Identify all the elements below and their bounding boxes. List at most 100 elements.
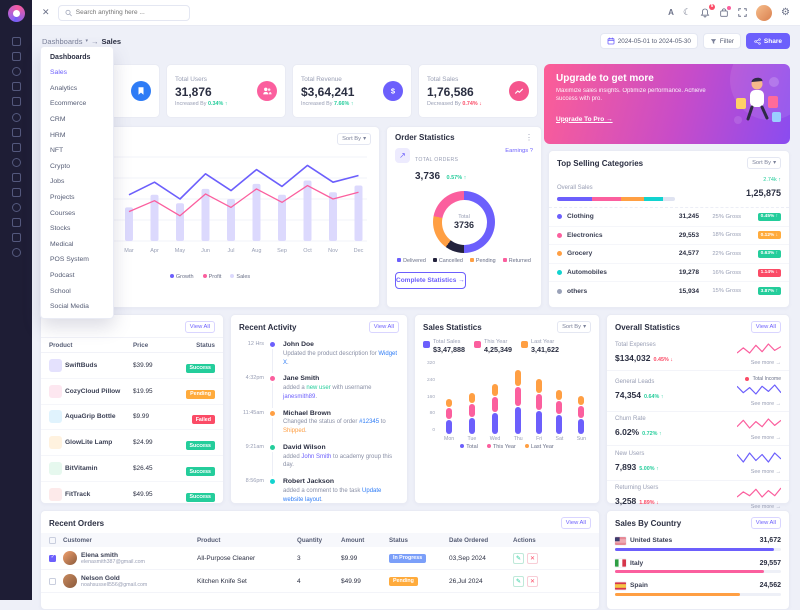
sidebar-nav-icon[interactable] — [11, 112, 21, 122]
share-button[interactable]: Share — [745, 33, 790, 49]
products-table-header: Product Price Status — [41, 337, 223, 353]
stat-row-value: 74,354 — [615, 390, 641, 401]
stat-card-text: Total Users 31,876 Increased By 0.34% ↑ — [175, 76, 227, 107]
menu-item-school[interactable]: School — [50, 287, 71, 295]
activity-link[interactable]: Shipped — [283, 428, 306, 435]
stat-row-delta: 5.00% ↑ — [639, 465, 659, 472]
menu-item-analytics[interactable]: Analytics — [50, 84, 78, 92]
sidebar-nav-icon[interactable] — [11, 248, 21, 258]
filter-button[interactable]: Filter — [702, 33, 741, 49]
svg-text:$: $ — [391, 87, 396, 96]
users-icon — [257, 81, 277, 101]
topbar: ✕ A ☾ 5 ⚙ — [32, 0, 800, 26]
activity-link[interactable]: #12345 — [359, 419, 380, 426]
menu-item-crm[interactable]: CRM — [50, 116, 66, 124]
shopping-bag-icon[interactable] — [719, 5, 732, 18]
sidebar-nav-icon[interactable] — [11, 82, 21, 92]
menu-item-sales[interactable]: Sales — [50, 69, 68, 77]
legend-dot — [169, 274, 174, 278]
orders-view-all-button[interactable]: View All — [560, 517, 591, 529]
sidebar-nav-icon[interactable] — [11, 172, 21, 182]
see-more-link[interactable]: See more → — [750, 434, 781, 441]
date-range-picker[interactable]: 2024-05-01 to 2024-05-30 — [599, 33, 698, 49]
stat-row-delta: 0.45% ↓ — [653, 356, 673, 363]
sidebar-nav-icon[interactable] — [11, 127, 21, 137]
see-more-link[interactable]: See more → — [750, 400, 781, 407]
activity-link[interactable]: John Smith — [301, 453, 332, 460]
country-bar-fill — [615, 570, 765, 573]
menu-item-podcast[interactable]: Podcast — [50, 272, 75, 280]
activity-link[interactable]: Update website layout — [283, 487, 382, 503]
edit-icon[interactable]: ✎ — [513, 552, 524, 564]
sidebar-nav-icon[interactable] — [11, 67, 21, 77]
see-more-link[interactable]: See more → — [750, 503, 781, 510]
stat-row-label: Churn Rate — [615, 416, 646, 423]
earnings-link[interactable]: Earnings ? — [505, 148, 533, 154]
menu-item-crypto[interactable]: Crypto — [50, 162, 71, 170]
edit-icon[interactable]: ✎ — [513, 575, 524, 587]
search-input[interactable] — [75, 9, 183, 16]
sidebar-nav-icon[interactable] — [11, 97, 21, 107]
chevron-down-icon: ▾ — [363, 136, 366, 142]
share-label: Share — [763, 37, 782, 45]
sales-statistics-sort-button[interactable]: Sort By ▾ — [557, 321, 591, 333]
activity-view-all-button[interactable]: View All — [368, 321, 399, 333]
sidebar-nav-icon[interactable] — [11, 203, 21, 213]
header-checkbox[interactable] — [49, 536, 56, 544]
menu-item-social-media[interactable]: Social Media — [50, 303, 89, 311]
stat-delta: Increased By 0.34% ↑ — [175, 101, 227, 107]
menu-item-projects[interactable]: Projects — [50, 194, 75, 202]
activity-text: added a comment to the task — [283, 487, 363, 494]
delete-icon[interactable]: ✕ — [527, 552, 538, 564]
country-view-all-button[interactable]: View All — [750, 517, 781, 529]
sidebar-nav-icon[interactable] — [11, 37, 21, 47]
notifications-bell-icon[interactable]: 5 — [700, 3, 716, 18]
sidebar-nav-icon[interactable] — [11, 218, 21, 228]
language-icon[interactable]: A — [668, 7, 674, 17]
menu-item-ecommerce[interactable]: Ecommerce — [50, 100, 87, 108]
user-avatar[interactable] — [756, 4, 773, 21]
complete-statistics-button[interactable]: Complete Statistics → — [395, 272, 466, 289]
activity-time: 12 Hrs — [247, 341, 264, 348]
overall-statistics-card: Overall Statistics View All Total Expens… — [606, 314, 790, 510]
menu-item-courses[interactable]: Courses — [50, 209, 76, 217]
delete-icon[interactable]: ✕ — [527, 575, 538, 587]
activity-link[interactable]: new user — [306, 385, 331, 392]
menu-item-pos-system[interactable]: POS System — [50, 256, 89, 264]
see-more-link[interactable]: See more → — [750, 360, 781, 367]
sidebar-nav-icon[interactable] — [11, 188, 21, 198]
menu-item-nft[interactable]: NFT — [50, 147, 64, 155]
row-checkbox[interactable] — [49, 577, 56, 585]
menu-item-dashboards[interactable]: Dashboards — [50, 54, 91, 61]
sidebar-nav-icon[interactable] — [11, 52, 21, 62]
sidebar-nav-icon[interactable] — [11, 142, 21, 152]
activity-link[interactable]: Widget X — [283, 351, 398, 366]
row-checkbox[interactable] — [49, 554, 56, 562]
menu-item-medical[interactable]: Medical — [50, 240, 74, 248]
fullscreen-icon[interactable] — [738, 8, 747, 17]
breadcrumb-root[interactable]: Dashboards — [42, 36, 83, 46]
see-more-link[interactable]: See more → — [750, 469, 781, 476]
menu-item-stocks[interactable]: Stocks — [50, 225, 71, 233]
activity-link[interactable]: janesmith89 — [283, 393, 316, 400]
products-view-all-button[interactable]: View All — [184, 321, 215, 333]
dark-mode-moon-icon[interactable]: ☾ — [682, 7, 692, 17]
upgrade-pro-link[interactable]: Upgrade To Pro → — [556, 115, 613, 123]
menu-item-jobs[interactable]: Jobs — [50, 178, 65, 186]
orders-trend-icon: ↗ — [395, 148, 410, 163]
top-categories-sort-button[interactable]: Sort By ▾ — [747, 157, 781, 169]
app-logo[interactable] — [7, 5, 25, 22]
category-dot — [557, 270, 562, 276]
product-price: $24.99 — [133, 439, 153, 447]
search-box[interactable] — [57, 4, 190, 21]
sales-overview-sort-button[interactable]: Sort By ▾ — [337, 133, 371, 145]
sidebar-toggle-icon[interactable]: ✕ — [42, 7, 50, 17]
sidebar-nav-icon[interactable] — [11, 233, 21, 243]
overall-statistics-view-all-button[interactable]: View All — [750, 321, 781, 333]
menu-item-hrm[interactable]: HRM — [50, 131, 66, 139]
settings-gear-icon[interactable]: ⚙ — [781, 6, 790, 18]
product-thumbnail — [49, 487, 62, 501]
sidebar-nav-icon[interactable] — [11, 157, 21, 167]
more-options-icon[interactable]: ⋮ — [525, 133, 533, 142]
category-name: others — [567, 287, 588, 295]
